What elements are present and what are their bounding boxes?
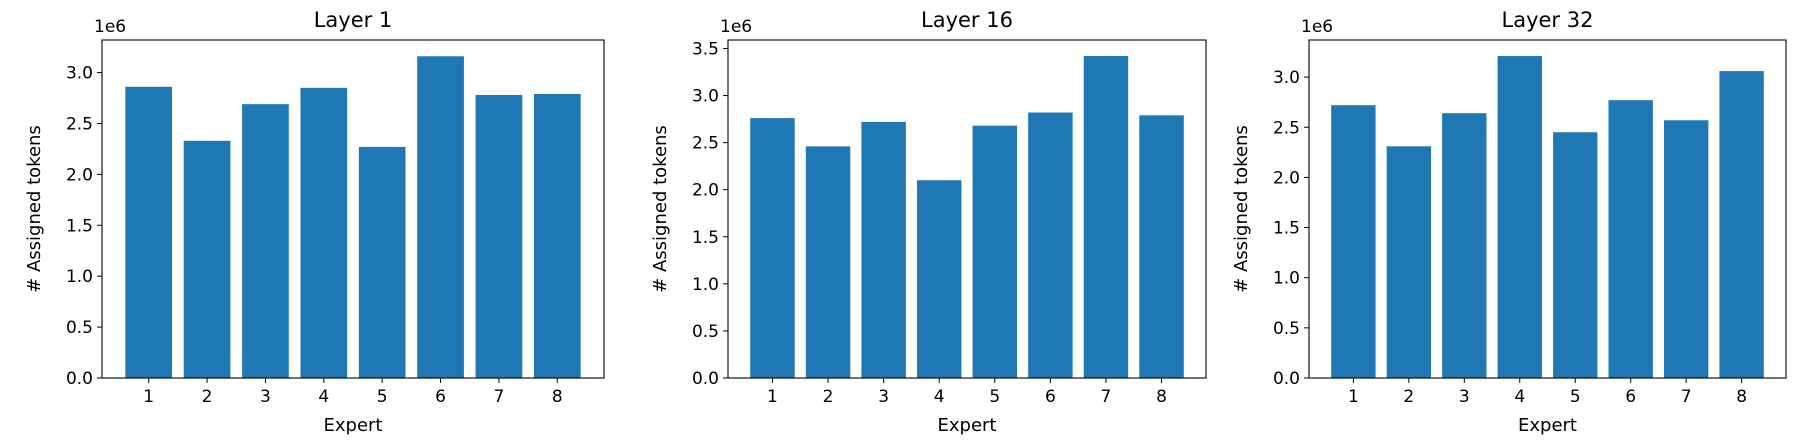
y-tick-label: 3.0 xyxy=(692,87,719,107)
y-axis-label: # Assigned tokens xyxy=(1231,125,1252,293)
bar-expert-6 xyxy=(1028,112,1073,378)
bar-expert-3 xyxy=(1442,113,1487,378)
y-tick-label: 2.5 xyxy=(692,134,719,154)
axes-frame xyxy=(727,39,1207,379)
axes-frame xyxy=(1308,39,1787,379)
x-tick-label: 7 xyxy=(1101,387,1112,407)
y-tick-label: 3.0 xyxy=(66,64,93,84)
x-tick-label: 5 xyxy=(377,387,388,407)
y-tick-label: 3.0 xyxy=(1273,68,1300,88)
y-tick-label: 2.5 xyxy=(1273,118,1300,138)
axes-frame xyxy=(101,39,605,379)
bar-expert-6 xyxy=(1608,100,1653,379)
x-tick-label: 7 xyxy=(1681,387,1692,407)
panel-title: Layer 1 xyxy=(314,8,393,32)
x-tick-label: 4 xyxy=(1514,387,1525,407)
y-tick-label: 1.5 xyxy=(66,216,93,236)
y-tick-label: 1.0 xyxy=(692,275,719,295)
x-axis-label: Expert xyxy=(1518,415,1577,436)
y-multiplier-label: 1e6 xyxy=(720,17,752,37)
x-tick-label: 3 xyxy=(878,387,889,407)
bar-expert-2 xyxy=(183,140,231,378)
bar-expert-4 xyxy=(300,87,348,378)
y-tick-label: 3.5 xyxy=(692,39,719,59)
bar-expert-3 xyxy=(861,121,906,378)
bar-expert-5 xyxy=(358,146,406,378)
chart-panel-layer-32: Layer 32 1e6 # Assigned tokens Expert 1 2… xyxy=(1231,8,1787,436)
x-tick-label: 4 xyxy=(934,387,945,407)
bar-expert-8 xyxy=(1719,71,1764,378)
x-tick-label: 3 xyxy=(1459,387,1470,407)
bar-expert-7 xyxy=(475,94,523,378)
x-tick-label: 6 xyxy=(435,387,446,407)
x-tick-label: 8 xyxy=(552,387,563,407)
x-tick-label: 2 xyxy=(202,387,213,407)
y-axis-label: # Assigned tokens xyxy=(24,125,45,293)
bar-expert-7 xyxy=(1663,120,1709,379)
bar-expert-7 xyxy=(1083,56,1129,378)
x-tick-label: 8 xyxy=(1156,387,1167,407)
panel-title: Layer 32 xyxy=(1502,8,1594,32)
x-tick-label: 1 xyxy=(767,387,778,407)
x-tick-label: 3 xyxy=(260,387,271,407)
y-tick-label: 1.5 xyxy=(692,228,719,248)
bar-expert-1 xyxy=(1331,105,1376,378)
y-tick-label: 2.5 xyxy=(66,114,93,134)
bar-expert-4 xyxy=(1497,56,1542,379)
bar-expert-6 xyxy=(417,56,464,378)
x-tick-label: 8 xyxy=(1736,387,1747,407)
x-axis-label: Expert xyxy=(324,415,383,436)
y-tick-label: 0.5 xyxy=(66,318,93,338)
x-tick-label: 5 xyxy=(989,387,1000,407)
x-tick-label: 2 xyxy=(823,387,834,407)
y-multiplier-label: 1e6 xyxy=(94,17,126,37)
y-tick-label: 1.5 xyxy=(1273,219,1300,239)
x-tick-label: 6 xyxy=(1045,387,1056,407)
y-tick-label: 0.0 xyxy=(1273,369,1300,389)
bar-expert-8 xyxy=(533,93,581,379)
y-tick-label: 2.0 xyxy=(692,181,719,201)
x-tick-label: 4 xyxy=(318,387,329,407)
bar-expert-2 xyxy=(1386,146,1432,378)
y-axis-label: # Assigned tokens xyxy=(650,125,671,293)
x-tick-label: 6 xyxy=(1625,387,1636,407)
bar-expert-8 xyxy=(1139,115,1184,378)
x-tick-label: 5 xyxy=(1570,387,1581,407)
chart-panel-layer-1: Layer 1 1e6 # Assigned tokens Expert 1 2 3… xyxy=(24,8,605,436)
y-multiplier-label: 1e6 xyxy=(1301,17,1333,37)
bar-expert-2 xyxy=(805,146,851,378)
bar-expert-4 xyxy=(916,180,962,378)
bar-expert-1 xyxy=(125,86,173,378)
bar-expert-5 xyxy=(972,125,1018,379)
x-tick-label: 7 xyxy=(494,387,505,407)
y-tick-label: 2.0 xyxy=(1273,168,1300,188)
x-tick-label: 2 xyxy=(1403,387,1414,407)
x-axis-label: Expert xyxy=(938,415,997,436)
y-tick-label: 2.0 xyxy=(66,165,93,185)
x-tick-label: 1 xyxy=(143,387,154,407)
y-tick-label: 0.5 xyxy=(1273,319,1300,339)
y-tick-label: 0.5 xyxy=(692,322,719,342)
chart-panel-layer-16: Layer 16 1e6 # Assigned tokens Expert 1 2… xyxy=(650,8,1207,436)
bar-expert-1 xyxy=(750,118,795,378)
x-tick-label: 1 xyxy=(1348,387,1359,407)
bar-expert-5 xyxy=(1553,132,1598,378)
y-tick-label: 1.0 xyxy=(1273,269,1300,289)
panel-title: Layer 16 xyxy=(921,8,1013,32)
y-tick-label: 1.0 xyxy=(66,267,93,287)
bar-expert-3 xyxy=(242,104,289,378)
y-tick-label: 0.0 xyxy=(66,369,93,389)
y-tick-label: 0.0 xyxy=(692,369,719,389)
